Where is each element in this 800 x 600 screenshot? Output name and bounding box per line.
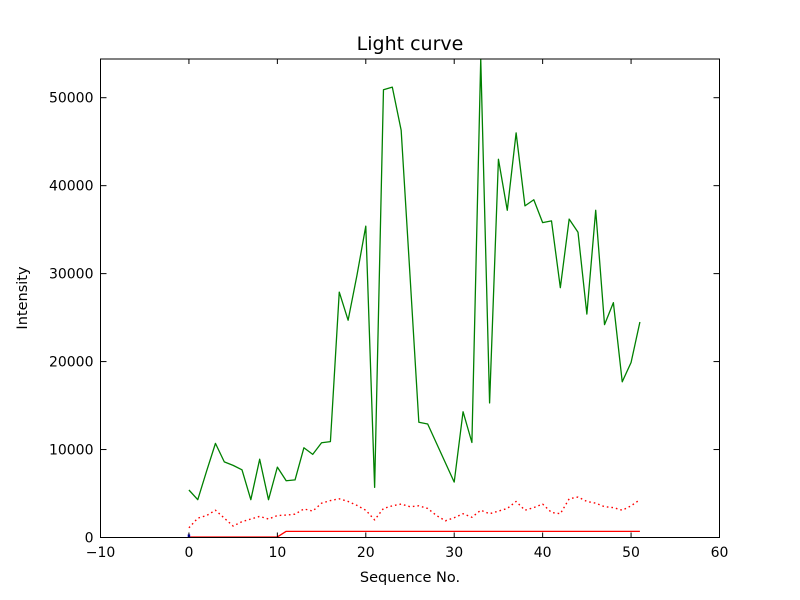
x-tick-label: 20 bbox=[357, 545, 375, 561]
x-tick-label: −10 bbox=[86, 545, 116, 561]
x-tick-label: 10 bbox=[268, 545, 286, 561]
x-tick-label: 50 bbox=[622, 545, 640, 561]
x-tick-label: 30 bbox=[445, 545, 463, 561]
ticks-layer: −10 0 10 20 30 40 50 60010000200003000040000500… bbox=[49, 59, 728, 561]
y-tick-label: 10000 bbox=[49, 443, 94, 459]
x-axis-label: Sequence No. bbox=[360, 570, 460, 586]
y-tick-label: 30000 bbox=[49, 267, 94, 283]
y-tick-label: 50000 bbox=[49, 91, 94, 107]
baseline-step-curve-line bbox=[188, 530, 640, 538]
secondary-dotted-curve-line bbox=[188, 496, 641, 529]
y-axis-label: Intensity bbox=[15, 266, 31, 330]
chart-title: Light curve bbox=[357, 33, 464, 55]
axes-spines bbox=[100, 58, 720, 538]
main-light-curve-line bbox=[188, 59, 641, 501]
y-tick-label: 40000 bbox=[49, 179, 94, 195]
y-tick-label: 20000 bbox=[49, 355, 94, 371]
x-tick-label: 0 bbox=[184, 545, 193, 561]
y-tick-label: 0 bbox=[85, 531, 94, 547]
plot-area bbox=[100, 59, 720, 538]
x-tick-label: 40 bbox=[534, 545, 552, 561]
x-tick-label: 60 bbox=[711, 545, 729, 561]
